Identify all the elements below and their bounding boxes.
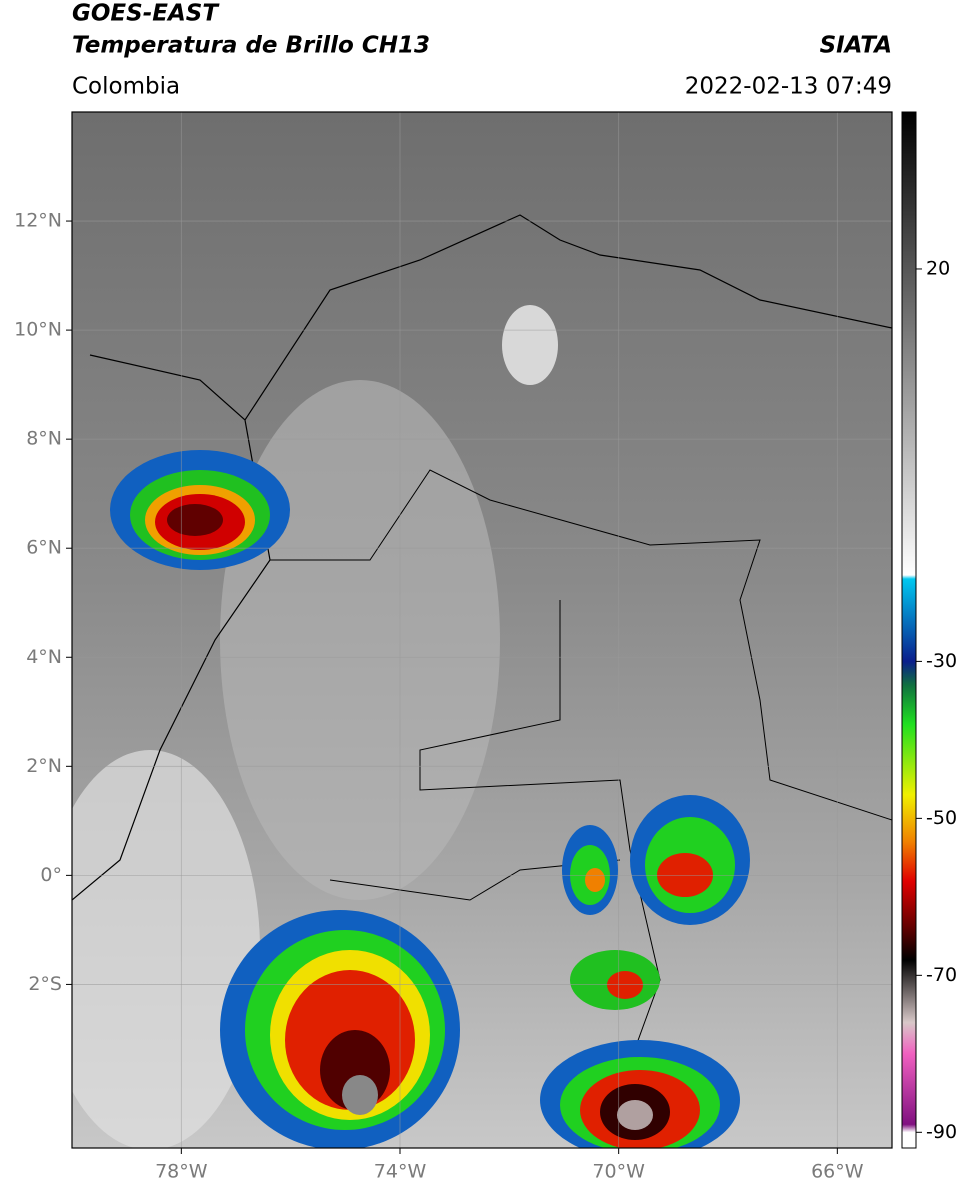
- graticule: [72, 112, 892, 1148]
- satellite-image: [72, 112, 892, 1148]
- region: Colombia: [72, 74, 180, 100]
- colorbar: [901, 111, 917, 1149]
- storm: [110, 450, 290, 570]
- y-tick-label: 4°N: [26, 646, 62, 668]
- colorbar-tick-label: -50: [926, 807, 957, 829]
- colorbar-tick-label: 20: [926, 257, 950, 279]
- title: GOES-EAST: [72, 1, 220, 27]
- x-tick-label: 66°W: [811, 1161, 864, 1183]
- x-tick-label: 74°W: [374, 1161, 427, 1183]
- x-tick-label: 78°W: [155, 1161, 208, 1183]
- y-tick-label: 12°N: [14, 210, 62, 232]
- y-tick-label: 10°N: [14, 319, 62, 341]
- subtitle: Temperatura de Brillo CH13: [72, 33, 430, 59]
- timestamp: 2022-02-13 07:49: [685, 74, 892, 100]
- y-tick-label: 6°N: [26, 537, 62, 559]
- colorbar-tick-label: -90: [926, 1121, 957, 1143]
- cloud: [220, 380, 500, 900]
- colorbar-tick-label: -30: [926, 650, 957, 672]
- colorbar-tick-label: -70: [926, 964, 957, 986]
- lake: [502, 305, 558, 385]
- y-tick-label: 0°: [40, 864, 62, 886]
- y-tick-label: 2°S: [28, 973, 62, 995]
- source: SIATA: [820, 33, 892, 59]
- y-tick-label: 8°N: [26, 428, 62, 450]
- storm: [540, 1040, 740, 1148]
- storm: [562, 795, 750, 1010]
- x-tick-label: 70°W: [592, 1161, 645, 1183]
- storm: [220, 910, 460, 1148]
- y-tick-label: 2°N: [26, 755, 62, 777]
- cloud: [72, 750, 260, 1148]
- map-frame: [71, 111, 893, 1149]
